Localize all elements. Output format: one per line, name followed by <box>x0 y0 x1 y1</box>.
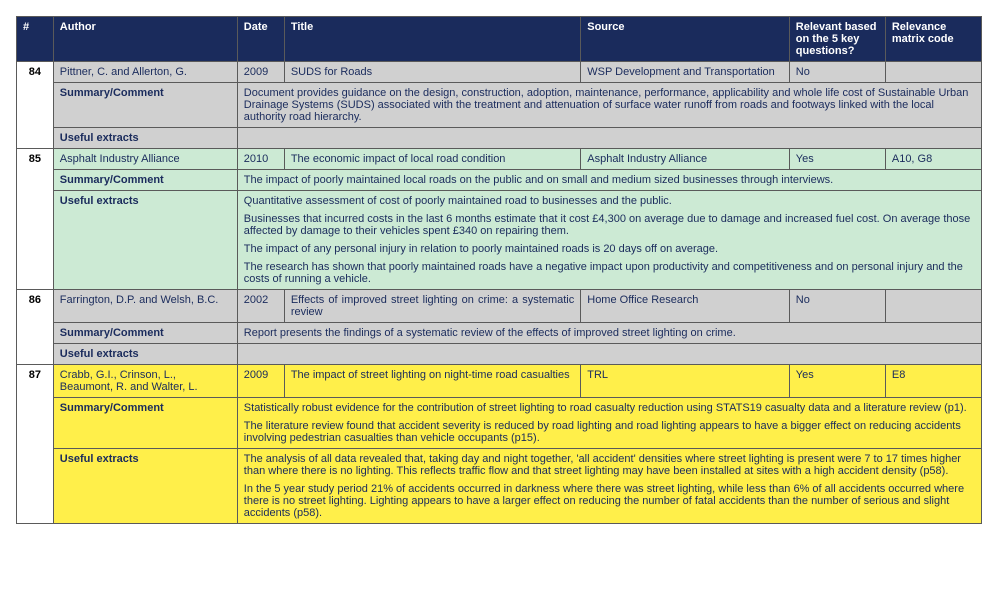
extracts-text: Quantitative assessment of cost of poorl… <box>237 191 981 290</box>
row-relevant: No <box>789 290 885 323</box>
summary-label: Summary/Comment <box>53 170 237 191</box>
row-relevant: Yes <box>789 365 885 398</box>
table-row: 85Asphalt Industry Alliance2010The econo… <box>17 149 982 170</box>
col-code: Relevance matrix code <box>885 17 981 62</box>
row-code <box>885 290 981 323</box>
summary-paragraph: Statistically robust evidence for the co… <box>244 402 975 414</box>
extracts-row: Useful extracts <box>17 344 982 365</box>
table-row: 84Pittner, C. and Allerton, G.2009SUDS f… <box>17 62 982 83</box>
extracts-label: Useful extracts <box>53 344 237 365</box>
extracts-label: Useful extracts <box>53 449 237 524</box>
row-author: Pittner, C. and Allerton, G. <box>53 62 237 83</box>
row-code: A10, G8 <box>885 149 981 170</box>
row-date: 2009 <box>237 62 284 83</box>
row-author: Farrington, D.P. and Welsh, B.C. <box>53 290 237 323</box>
summary-label: Summary/Comment <box>53 398 237 449</box>
extract-paragraph: Businesses that incurred costs in the la… <box>244 213 975 237</box>
row-code <box>885 62 981 83</box>
literature-review-table: # Author Date Title Source Relevant base… <box>16 16 982 524</box>
row-num: 86 <box>17 290 54 365</box>
row-source: Home Office Research <box>581 290 790 323</box>
summary-paragraph: The literature review found that acciden… <box>244 420 975 444</box>
col-num: # <box>17 17 54 62</box>
extract-paragraph: The impact of any personal injury in rel… <box>244 243 975 255</box>
summary-text: The impact of poorly maintained local ro… <box>237 170 981 191</box>
row-relevant: Yes <box>789 149 885 170</box>
row-num: 87 <box>17 365 54 524</box>
row-code: E8 <box>885 365 981 398</box>
col-date: Date <box>237 17 284 62</box>
summary-text: Statistically robust evidence for the co… <box>237 398 981 449</box>
extracts-label: Useful extracts <box>53 191 237 290</box>
row-title: The impact of street lighting on night-t… <box>284 365 580 398</box>
col-relevant: Relevant based on the 5 key questions? <box>789 17 885 62</box>
extracts-row: Useful extracts <box>17 128 982 149</box>
extract-paragraph: Quantitative assessment of cost of poorl… <box>244 195 975 207</box>
extract-paragraph: The analysis of all data revealed that, … <box>244 453 975 477</box>
header-row: # Author Date Title Source Relevant base… <box>17 17 982 62</box>
summary-row: Summary/CommentReport presents the findi… <box>17 323 982 344</box>
row-source: TRL <box>581 365 790 398</box>
row-date: 2009 <box>237 365 284 398</box>
table-row: 86Farrington, D.P. and Welsh, B.C.2002Ef… <box>17 290 982 323</box>
row-title: SUDS for Roads <box>284 62 580 83</box>
row-author: Crabb, G.I., Crinson, L., Beaumont, R. a… <box>53 365 237 398</box>
col-title: Title <box>284 17 580 62</box>
row-source: Asphalt Industry Alliance <box>581 149 790 170</box>
extract-paragraph: In the 5 year study period 21% of accide… <box>244 483 975 519</box>
extracts-label: Useful extracts <box>53 128 237 149</box>
row-title: The economic impact of local road condit… <box>284 149 580 170</box>
row-source: WSP Development and Transportation <box>581 62 790 83</box>
table-body: 84Pittner, C. and Allerton, G.2009SUDS f… <box>17 62 982 524</box>
summary-text: Document provides guidance on the design… <box>237 83 981 128</box>
row-num: 84 <box>17 62 54 149</box>
row-num: 85 <box>17 149 54 290</box>
extracts-text <box>237 344 981 365</box>
extracts-row: Useful extracts Quantitative assessment o… <box>17 191 982 290</box>
extracts-row: Useful extracts The analysis of all data … <box>17 449 982 524</box>
summary-label: Summary/Comment <box>53 323 237 344</box>
summary-label: Summary/Comment <box>53 83 237 128</box>
row-relevant: No <box>789 62 885 83</box>
row-title: Effects of improved street lighting on c… <box>284 290 580 323</box>
summary-row: Summary/CommentDocument provides guidanc… <box>17 83 982 128</box>
summary-text: Report presents the findings of a system… <box>237 323 981 344</box>
row-date: 2010 <box>237 149 284 170</box>
col-author: Author <box>53 17 237 62</box>
summary-row: Summary/CommentThe impact of poorly main… <box>17 170 982 191</box>
col-source: Source <box>581 17 790 62</box>
row-date: 2002 <box>237 290 284 323</box>
row-author: Asphalt Industry Alliance <box>53 149 237 170</box>
extracts-text <box>237 128 981 149</box>
table-row: 87Crabb, G.I., Crinson, L., Beaumont, R.… <box>17 365 982 398</box>
extract-paragraph: The research has shown that poorly maint… <box>244 261 975 285</box>
extracts-text: The analysis of all data revealed that, … <box>237 449 981 524</box>
summary-row: Summary/Comment Statistically robust evid… <box>17 398 982 449</box>
